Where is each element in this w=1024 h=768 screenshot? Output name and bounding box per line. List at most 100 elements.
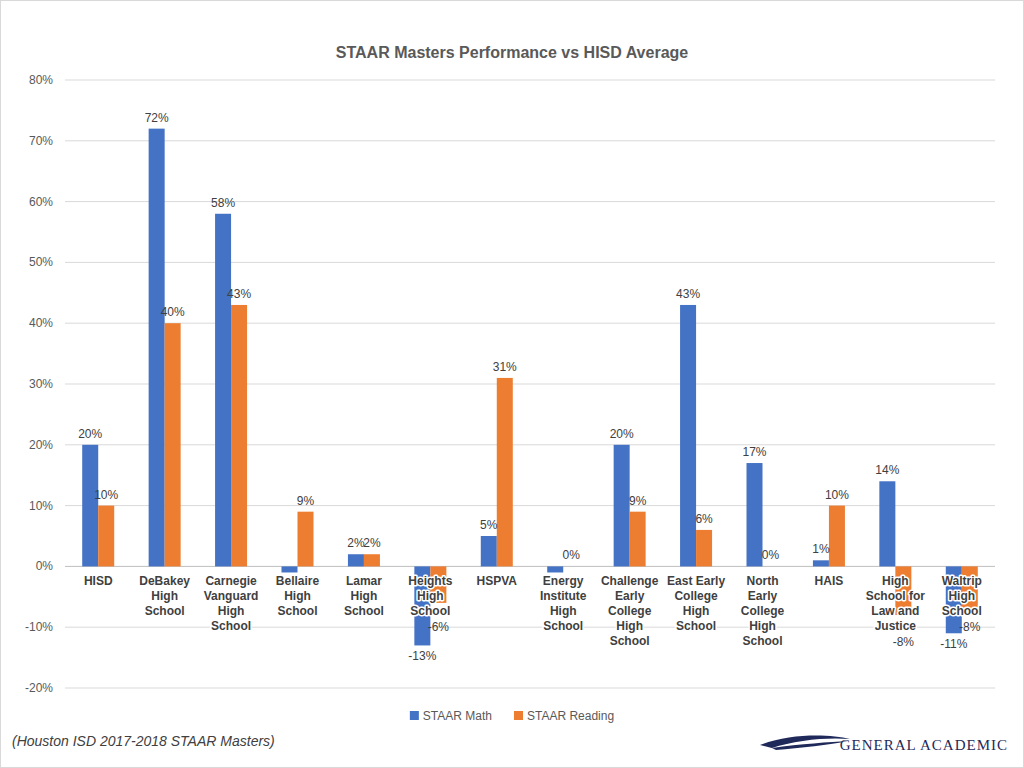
category-label-line: High bbox=[218, 604, 245, 618]
category-label-line: Carnegie bbox=[205, 574, 257, 588]
legend-label: STAAR Reading bbox=[527, 709, 614, 723]
legend: STAAR MathSTAAR Reading bbox=[410, 709, 614, 723]
category-label: East EarlyCollegeHighSchool bbox=[667, 574, 725, 633]
category-label-line: School bbox=[676, 619, 716, 633]
bar bbox=[149, 129, 165, 567]
data-label: -6% bbox=[428, 620, 450, 634]
data-label: 58% bbox=[211, 196, 235, 210]
bar bbox=[813, 560, 829, 566]
category-label-line: High bbox=[550, 604, 577, 618]
category-label-line: High bbox=[417, 589, 444, 603]
category-label-line: Early bbox=[615, 589, 645, 603]
bar bbox=[364, 554, 380, 566]
bar bbox=[348, 554, 364, 566]
bar bbox=[165, 323, 181, 566]
grid-line bbox=[65, 201, 995, 202]
category-label-line: High bbox=[683, 604, 710, 618]
category-label: HSPVA bbox=[477, 574, 518, 588]
category-label: HeightsHighSchool bbox=[408, 574, 452, 618]
tick-label: -10% bbox=[25, 620, 53, 634]
category-label-line: Justice bbox=[875, 619, 917, 633]
grid-line bbox=[65, 444, 995, 445]
background bbox=[1, 1, 1024, 768]
category-label: ChallengeEarlyCollegeHighSchool bbox=[601, 574, 659, 648]
grid bbox=[65, 80, 995, 688]
category-label-line: Bellaire bbox=[276, 574, 320, 588]
source: (Houston ISD 2017-2018 STAAR Masters) bbox=[12, 733, 275, 749]
category-label-line: DeBakey bbox=[139, 574, 190, 588]
category-label-line: College bbox=[608, 604, 652, 618]
data-label: 17% bbox=[742, 445, 766, 459]
category-label-line: College bbox=[674, 589, 718, 603]
data-label: 20% bbox=[78, 427, 102, 441]
category-label: HighSchool forLaw andJustice bbox=[866, 574, 926, 633]
bar bbox=[497, 378, 513, 566]
category-label: EnergyInstituteHighSchool bbox=[540, 574, 587, 633]
category-label-line: School bbox=[277, 604, 317, 618]
data-label: 10% bbox=[94, 488, 118, 502]
data-label: 1% bbox=[812, 542, 830, 556]
data-label: 0% bbox=[563, 548, 581, 562]
category-label-line: School bbox=[145, 604, 185, 618]
category-label: NorthEarlyCollegeHighSchool bbox=[741, 574, 785, 648]
data-label: 40% bbox=[161, 305, 185, 319]
category-label: HISD bbox=[84, 574, 113, 588]
bar bbox=[747, 463, 763, 566]
bar bbox=[614, 445, 630, 567]
bar bbox=[763, 566, 779, 567]
data-label: -13% bbox=[408, 649, 436, 663]
category-label-line: School bbox=[742, 634, 782, 648]
data-label: 0% bbox=[762, 548, 780, 562]
data-label: 9% bbox=[297, 494, 315, 508]
chart: STAAR Masters Performance vs HISD Averag… bbox=[0, 0, 1024, 768]
category-label-line: North bbox=[747, 574, 779, 588]
logo-mark bbox=[772, 741, 848, 750]
category-label: LamarHighSchool bbox=[344, 574, 384, 618]
category-label-line: College bbox=[741, 604, 785, 618]
category-label-line: School bbox=[211, 619, 251, 633]
category-label-line: Institute bbox=[540, 589, 587, 603]
category-label-line: High bbox=[882, 574, 909, 588]
grid-line bbox=[65, 688, 995, 689]
category-label-line: School bbox=[410, 604, 450, 618]
data-label: 9% bbox=[629, 494, 647, 508]
grid-line bbox=[65, 384, 995, 385]
bar bbox=[829, 506, 845, 567]
data-label: 10% bbox=[825, 488, 849, 502]
bar bbox=[215, 214, 231, 567]
title: STAAR Masters Performance vs HISD Averag… bbox=[336, 44, 689, 61]
data-label: 5% bbox=[480, 518, 498, 532]
grid-line bbox=[65, 80, 995, 81]
bar bbox=[98, 506, 114, 567]
bar bbox=[630, 512, 646, 567]
category-label-line: School for bbox=[866, 589, 926, 603]
brand: GENERAL ACADEMIC bbox=[840, 737, 1008, 753]
category-label-line: School bbox=[942, 604, 982, 618]
data-label: 43% bbox=[676, 287, 700, 301]
grid-line bbox=[65, 505, 995, 506]
category-label-line: High bbox=[151, 589, 178, 603]
category-label: DeBakeyHighSchool bbox=[139, 574, 190, 618]
category-label-line: HSPVA bbox=[477, 574, 518, 588]
category-label-line: High bbox=[948, 589, 975, 603]
category-label: WaltripHighSchool bbox=[942, 574, 982, 618]
tick-label: 10% bbox=[29, 499, 53, 513]
grid-line bbox=[65, 566, 995, 567]
bars bbox=[82, 129, 978, 646]
grid-line bbox=[65, 140, 995, 141]
tick-label: 80% bbox=[29, 73, 53, 87]
category-label-line: Lamar bbox=[346, 574, 382, 588]
category-label-line: School bbox=[543, 619, 583, 633]
grid-line bbox=[65, 627, 995, 628]
category-label-line: Challenge bbox=[601, 574, 659, 588]
category-label-line: Law and bbox=[871, 604, 919, 618]
data-label: 14% bbox=[875, 463, 899, 477]
category-label-line: Vanguard bbox=[204, 589, 259, 603]
bar bbox=[696, 530, 712, 566]
bar bbox=[680, 305, 696, 566]
data-label: -11% bbox=[940, 637, 967, 651]
category-label-line: HAIS bbox=[815, 574, 844, 588]
category-label-line: East Early bbox=[667, 574, 725, 588]
bar bbox=[231, 305, 247, 566]
category-label-line: Heights bbox=[408, 574, 452, 588]
